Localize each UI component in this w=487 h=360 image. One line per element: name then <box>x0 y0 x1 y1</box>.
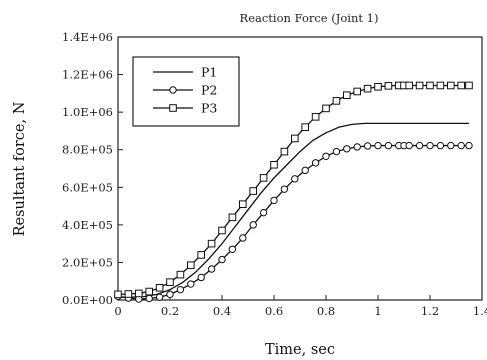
data-point-square <box>208 240 215 247</box>
data-point-square <box>302 124 309 131</box>
data-point-square <box>385 83 392 90</box>
series-p2 <box>115 142 472 302</box>
y-axis: 0.0E+00 2.0E+05 4.0E+05 6.0E+05 8.0E+05 1.0E+… <box>62 30 123 307</box>
data-point-circle <box>302 167 308 173</box>
data-point-circle <box>292 176 298 182</box>
data-point-square <box>416 82 423 89</box>
data-point-circle <box>198 274 204 280</box>
data-point-square <box>333 98 340 105</box>
data-point-square <box>437 82 444 89</box>
legend-label: P3 <box>201 101 217 116</box>
x-tick-label: 0.8 <box>317 304 335 318</box>
data-point-square <box>292 135 299 142</box>
data-point-circle <box>219 256 225 262</box>
data-point-square <box>146 288 153 295</box>
data-point-circle <box>385 142 391 148</box>
data-point-square <box>271 161 278 168</box>
series-line <box>118 123 469 297</box>
data-point-circle <box>312 160 318 166</box>
y-tick-label: 4.0E+05 <box>62 218 113 232</box>
x-tick-label: 1.4 <box>473 304 487 318</box>
data-point-circle <box>458 142 464 148</box>
data-point-square <box>198 252 205 259</box>
data-point-square <box>240 201 247 208</box>
data-point-circle <box>208 266 214 272</box>
x-tick-label: 0.4 <box>213 304 231 318</box>
y-tick-label: 2.0E+05 <box>62 255 113 269</box>
data-point-circle <box>344 146 350 152</box>
data-point-circle <box>260 209 266 215</box>
data-point-circle <box>323 153 329 159</box>
data-point-circle <box>229 246 235 252</box>
data-point-circle <box>416 142 422 148</box>
data-point-square <box>170 105 177 112</box>
y-tick-label: 1.0E+06 <box>62 105 113 119</box>
y-tick-label: 1.4E+06 <box>62 30 113 44</box>
data-point-square <box>250 188 257 195</box>
data-point-circle <box>156 294 162 300</box>
y-tick-label: 8.0E+05 <box>62 143 113 157</box>
y-tick-label: 1.2E+06 <box>62 68 113 82</box>
data-point-circle <box>364 143 370 149</box>
x-axis: 0 0.2 0.4 0.6 0.8 1 1.2 1.4 <box>114 295 487 318</box>
data-point-square <box>323 105 330 112</box>
x-tick-label: 0.6 <box>265 304 283 318</box>
data-point-square <box>136 290 143 297</box>
legend-label: P2 <box>201 83 217 98</box>
legend-label: P1 <box>201 65 217 80</box>
data-point-circle <box>281 186 287 192</box>
data-point-circle <box>448 142 454 148</box>
data-point-circle <box>271 197 277 203</box>
x-tick-label: 0.2 <box>161 304 179 318</box>
legend: P1 P2 P3 <box>133 57 239 126</box>
data-point-circle <box>146 295 152 301</box>
data-point-square <box>115 291 122 298</box>
data-point-square <box>229 214 236 221</box>
data-point-square <box>260 175 267 182</box>
chart-title: Reaction Force (Joint 1) <box>240 11 379 25</box>
data-point-circle <box>188 281 194 287</box>
data-point-circle <box>437 142 443 148</box>
data-point-square <box>448 82 455 89</box>
data-point-circle <box>375 142 381 148</box>
data-point-circle <box>427 142 433 148</box>
data-point-circle <box>406 142 412 148</box>
legend-box <box>133 57 239 126</box>
y-tick-label: 0.0E+00 <box>62 293 113 307</box>
x-tick-label: 0 <box>114 304 121 318</box>
data-point-square <box>281 148 288 155</box>
data-point-square <box>177 271 184 278</box>
data-point-square <box>466 82 473 89</box>
data-point-circle <box>167 291 173 297</box>
data-point-square <box>125 291 132 298</box>
data-point-square <box>375 83 382 90</box>
y-tick-label: 6.0E+05 <box>62 180 113 194</box>
series-line <box>118 146 469 299</box>
data-point-circle <box>333 148 339 154</box>
data-point-circle <box>170 87 176 93</box>
data-point-circle <box>466 142 472 148</box>
data-point-square <box>156 284 163 291</box>
data-point-square <box>354 88 361 95</box>
x-axis-label: Time, sec <box>265 342 335 358</box>
data-point-circle <box>177 286 183 292</box>
data-point-square <box>344 92 351 99</box>
data-point-square <box>312 114 319 121</box>
data-point-square <box>458 82 465 89</box>
data-point-circle <box>250 222 256 228</box>
data-point-square <box>219 227 226 234</box>
data-point-square <box>406 82 413 89</box>
x-tick-label: 1.2 <box>421 304 439 318</box>
series-p1 <box>118 123 469 297</box>
data-point-circle <box>354 144 360 150</box>
data-point-circle <box>240 235 246 241</box>
data-point-square <box>427 82 434 89</box>
data-point-square <box>167 279 174 286</box>
data-point-square <box>188 262 195 269</box>
y-axis-label: Resultant force, N <box>12 101 28 236</box>
data-point-square <box>364 85 371 92</box>
x-tick-label: 1 <box>374 304 381 318</box>
